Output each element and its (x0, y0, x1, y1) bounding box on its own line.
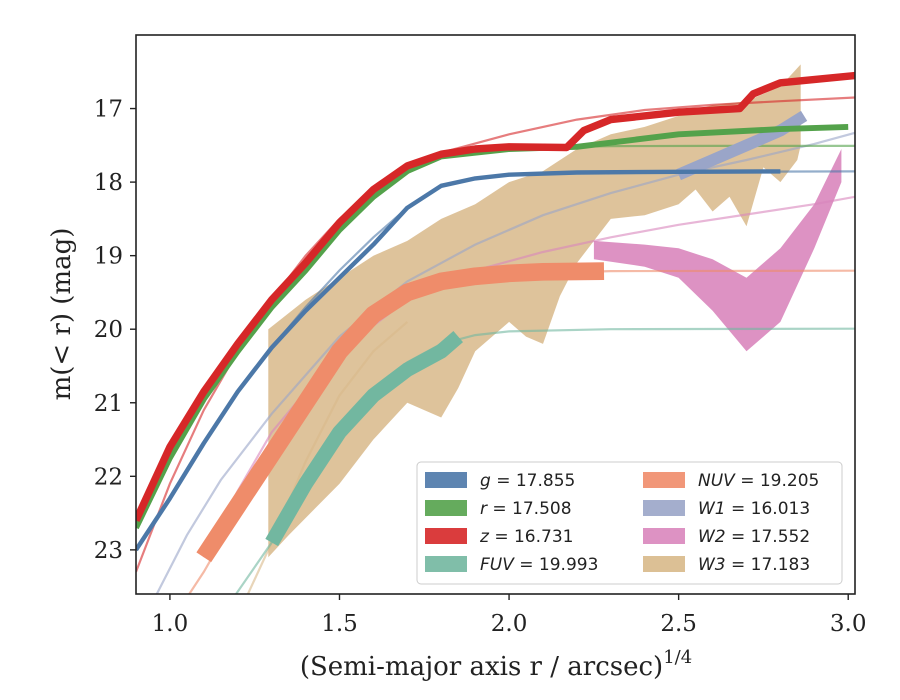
legend-swatch-w3 (643, 556, 685, 572)
series-w2-band (593, 149, 842, 352)
legend-label-w1: W1 = 16.013 (698, 499, 810, 519)
x-axis: 1.0 1.5 2.0 2.5 3.0 (152, 594, 867, 637)
legend-swatch-w1 (643, 500, 685, 516)
series-w1-data-line (676, 110, 808, 181)
legend-swatch-w2 (643, 528, 685, 544)
y-axis-title: m(< r) (mag) (47, 228, 77, 401)
y-tick-label: 19 (94, 244, 123, 270)
plot-area (136, 64, 855, 594)
legend-swatch-r (425, 500, 467, 516)
legend-swatch-z (425, 528, 467, 544)
legend-label-w2: W2 = 17.552 (698, 527, 810, 547)
x-tick-label: 1.5 (321, 611, 358, 637)
legend-label-g: g = 17.855 (480, 471, 575, 491)
legend-label-nuv: NUV = 19.205 (698, 471, 819, 491)
legend-label-r: r = 17.508 (480, 499, 572, 519)
y-tick-label: 18 (94, 170, 123, 196)
y-tick-label: 21 (94, 391, 123, 417)
series-w2-model-line (202, 195, 855, 558)
y-axis: 17 18 19 20 21 22 23 (94, 97, 136, 564)
legend-label-fuv: FUV = 19.993 (480, 555, 598, 575)
series-w1-model-line (155, 131, 855, 594)
series-r-data-line (136, 123, 849, 530)
y-tick-label: 23 (94, 538, 123, 564)
series-w3-band (268, 64, 801, 558)
x-axis-title: (Semi-major axis r / arcsec)1/4 (300, 647, 692, 682)
legend-label-w3: W3 = 17.183 (698, 555, 810, 575)
x-tick-label: 1.0 (152, 611, 189, 637)
y-tick-label: 22 (94, 464, 123, 490)
x-tick-label: 2.5 (660, 611, 697, 637)
legend-swatch-nuv (643, 472, 685, 488)
series-nuv-data-line (196, 262, 605, 563)
x-tick-label: 3.0 (830, 611, 867, 637)
series-w3-model-line (246, 321, 409, 594)
y-tick-label: 17 (94, 97, 123, 123)
series-g-data-line (136, 169, 781, 552)
y-tick-label: 20 (94, 317, 123, 343)
legend-label-z: z = 16.731 (479, 527, 573, 547)
series-fuv-data-line (265, 331, 464, 547)
plot-frame (135, 34, 856, 595)
legend: g = 17.855 r = 17.508 z = 16.731 FUV = 19.9… (416, 461, 843, 585)
legend-swatch-g (425, 472, 467, 488)
series-z-data-line (136, 71, 855, 522)
legend-swatch-fuv (425, 556, 467, 572)
x-tick-label: 2.0 (491, 611, 528, 637)
legend-frame (416, 461, 843, 585)
